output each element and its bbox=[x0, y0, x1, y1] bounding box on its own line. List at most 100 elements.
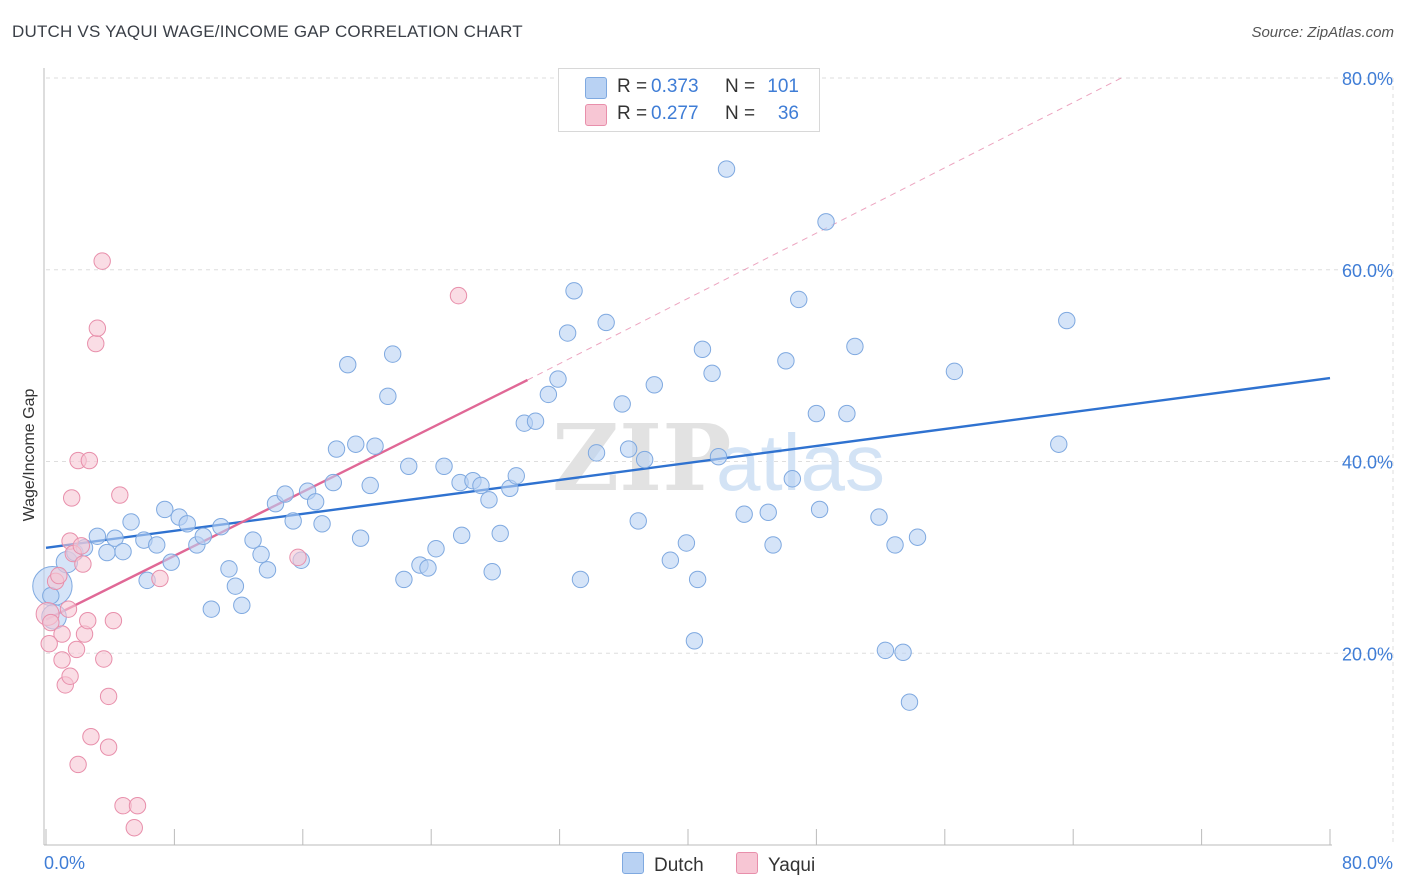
dutch-point bbox=[220, 560, 238, 578]
dutch-point bbox=[148, 536, 166, 554]
legend-row-yaqui: R = 0.277 N = 36 bbox=[559, 100, 819, 128]
dutch-point bbox=[807, 404, 826, 423]
dutch-point bbox=[810, 500, 829, 519]
y-tick-label: 40.0% bbox=[1342, 453, 1393, 473]
dutch-legend-swatch bbox=[622, 852, 644, 874]
yaqui-point bbox=[61, 667, 79, 685]
dutch-swatch bbox=[585, 77, 607, 99]
dutch-point bbox=[783, 470, 802, 488]
yaqui-point bbox=[50, 566, 68, 585]
yaqui-point bbox=[87, 334, 105, 353]
legend-item-dutch: Dutch bbox=[622, 852, 704, 877]
dutch-point bbox=[491, 524, 509, 543]
dutch-point bbox=[156, 500, 174, 519]
yaqui-point bbox=[59, 600, 78, 618]
dutch-point bbox=[817, 213, 835, 231]
dutch-point bbox=[452, 526, 471, 545]
dutch-point bbox=[886, 536, 904, 554]
dutch-point bbox=[677, 534, 696, 552]
yaqui-point bbox=[151, 569, 169, 588]
r-label: R = bbox=[617, 76, 648, 97]
y-tick-label: 80.0% bbox=[1342, 69, 1393, 89]
n-label: N = bbox=[725, 103, 756, 124]
dutch-point bbox=[472, 476, 490, 495]
dutch-point bbox=[361, 476, 379, 495]
dutch-point bbox=[587, 444, 606, 462]
yaqui-point bbox=[69, 755, 87, 774]
dutch-point bbox=[717, 160, 736, 178]
yaqui-point bbox=[88, 319, 107, 337]
dutch-point bbox=[908, 528, 927, 546]
dutch-legend-label: Dutch bbox=[654, 855, 704, 876]
yaqui-point bbox=[111, 486, 129, 504]
dutch-point bbox=[876, 641, 895, 660]
dutch-point bbox=[1058, 311, 1076, 330]
dutch-point bbox=[327, 440, 346, 458]
dutch-point bbox=[549, 370, 567, 388]
dutch-point bbox=[244, 531, 262, 549]
dutch-point bbox=[435, 457, 453, 475]
dutch-point bbox=[645, 376, 663, 394]
dutch-point bbox=[313, 515, 331, 533]
r-value: 0.373 bbox=[651, 76, 699, 97]
dutch-point bbox=[233, 596, 251, 615]
dutch-point bbox=[597, 313, 615, 332]
dutch-point bbox=[1050, 435, 1068, 453]
yaqui-point bbox=[104, 611, 123, 630]
yaqui-point bbox=[449, 286, 468, 305]
legend-row-dutch: R = 0.373 N = 101 bbox=[559, 73, 819, 101]
dutch-point bbox=[178, 515, 196, 533]
dutch-point bbox=[894, 643, 912, 661]
dutch-point bbox=[759, 503, 777, 522]
yaqui-point bbox=[93, 252, 111, 270]
yaqui-point bbox=[95, 650, 113, 668]
dutch-point bbox=[709, 448, 728, 466]
dutch-point bbox=[379, 387, 397, 406]
dutch-point bbox=[764, 536, 782, 554]
yaqui-point bbox=[125, 819, 143, 837]
yaqui-point bbox=[53, 651, 71, 669]
dutch-point bbox=[395, 570, 413, 589]
dutch-point bbox=[507, 467, 525, 485]
x-tick-label: 80.0% bbox=[1342, 853, 1393, 873]
dutch-point bbox=[366, 437, 384, 455]
yaqui-point bbox=[72, 537, 91, 555]
dutch-point bbox=[202, 600, 221, 618]
dutch-point bbox=[427, 540, 445, 558]
dutch-point bbox=[900, 693, 919, 711]
dutch-point bbox=[284, 512, 302, 530]
yaqui-point bbox=[128, 796, 147, 815]
y-axis-label: Wage/Income Gap bbox=[21, 388, 38, 522]
dutch-point bbox=[324, 473, 342, 492]
data-points bbox=[32, 160, 1076, 837]
source-credit: Source: ZipAtlas.com bbox=[1251, 24, 1394, 41]
dutch-point bbox=[306, 493, 325, 511]
dutch-point bbox=[526, 412, 545, 430]
dutch-point bbox=[777, 352, 795, 370]
yaqui-point bbox=[79, 611, 97, 630]
yaqui-point bbox=[62, 489, 81, 507]
dutch-point bbox=[619, 440, 638, 458]
dutch-point bbox=[870, 508, 888, 526]
chart-title: DUTCH VS YAQUI WAGE/INCOME GAP CORRELATI… bbox=[12, 22, 523, 41]
x-tick-label: 0.0% bbox=[44, 853, 85, 873]
dutch-point bbox=[276, 485, 294, 503]
dutch-point bbox=[480, 491, 498, 509]
yaqui-point bbox=[289, 548, 307, 567]
dutch-point bbox=[693, 340, 712, 359]
n-value: 36 bbox=[777, 103, 799, 124]
yaqui-point bbox=[80, 451, 99, 470]
yaqui-legend-label: Yaqui bbox=[768, 855, 816, 876]
dutch-point bbox=[122, 513, 140, 531]
y-tick-label: 60.0% bbox=[1342, 261, 1393, 281]
dutch-point bbox=[194, 527, 212, 545]
yaqui-point bbox=[40, 634, 58, 653]
dutch-point bbox=[258, 561, 277, 579]
r-value: 0.277 bbox=[651, 103, 699, 124]
dutch-point bbox=[347, 435, 365, 453]
dutch-point bbox=[483, 563, 501, 581]
n-label: N = bbox=[725, 76, 756, 97]
dutch-point bbox=[212, 517, 230, 536]
axes bbox=[43, 68, 1332, 846]
yaqui-point bbox=[99, 738, 118, 756]
